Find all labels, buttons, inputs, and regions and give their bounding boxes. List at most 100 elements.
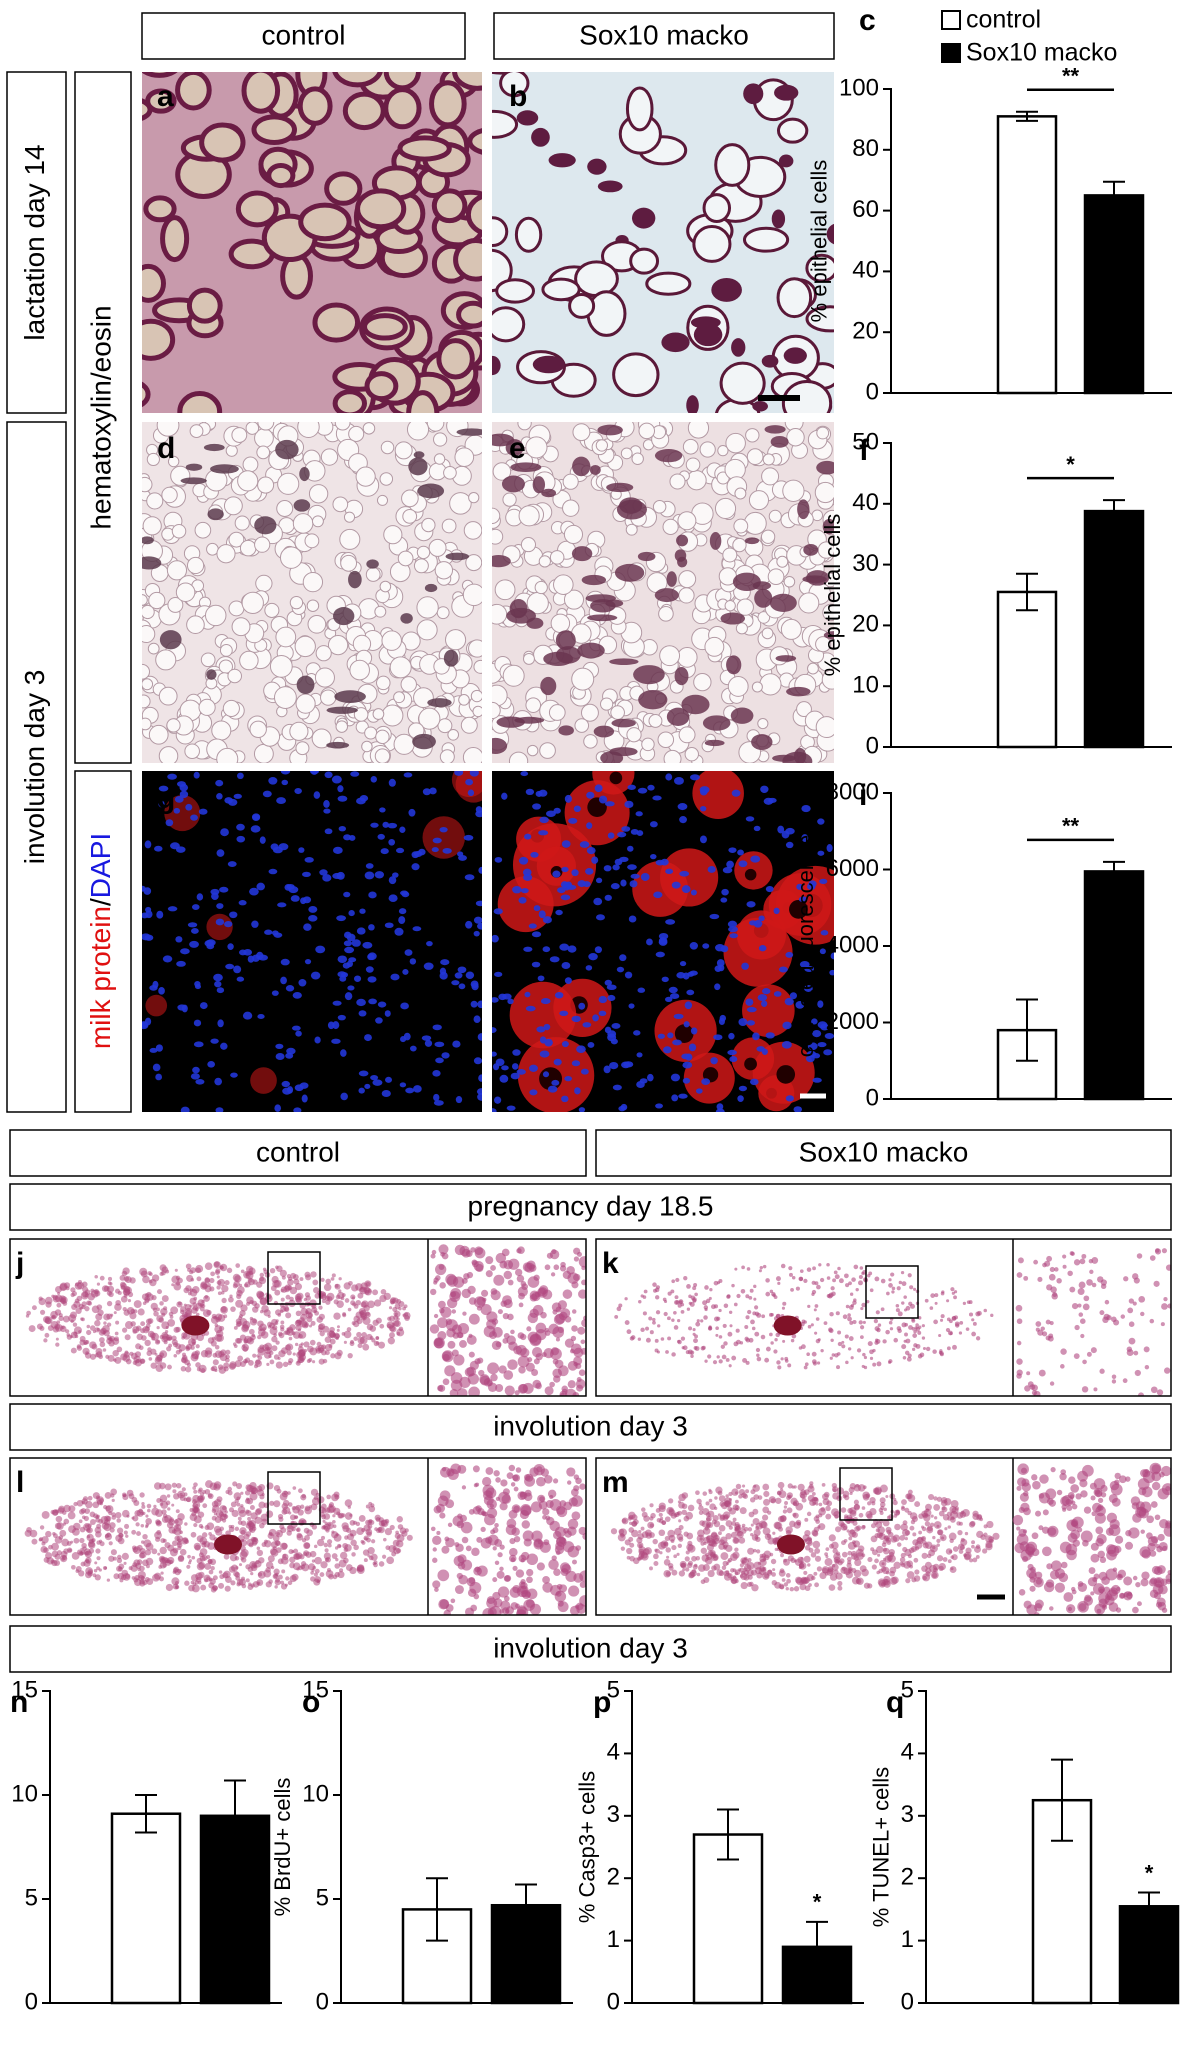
gland-tissue bbox=[328, 1344, 333, 1348]
gland-tissue bbox=[320, 1535, 326, 1540]
gland-tissue bbox=[196, 1495, 205, 1504]
gland-tissue bbox=[115, 1288, 121, 1294]
gland-tissue bbox=[106, 1322, 112, 1327]
inset-tissue bbox=[1079, 1318, 1086, 1324]
gland-tissue bbox=[84, 1550, 89, 1556]
nucleus bbox=[189, 940, 199, 948]
alveolus bbox=[142, 263, 166, 303]
nucleus bbox=[598, 995, 608, 1004]
gland-tissue bbox=[645, 1326, 650, 1331]
nucleus bbox=[470, 1000, 478, 1008]
gland-tissue bbox=[41, 1541, 46, 1546]
adipocyte bbox=[714, 497, 737, 520]
gland-tissue bbox=[777, 1281, 781, 1285]
gland-tissue bbox=[295, 1504, 302, 1511]
gland-tissue bbox=[214, 1325, 223, 1334]
adipocyte bbox=[807, 662, 819, 675]
gland-tissue bbox=[234, 1526, 240, 1532]
inset-tissue bbox=[504, 1574, 512, 1582]
inset-tissue bbox=[512, 1565, 518, 1571]
inset-tissue bbox=[1164, 1367, 1171, 1374]
epithelial-cluster bbox=[597, 424, 623, 436]
gland-tissue bbox=[44, 1332, 50, 1338]
adipocyte bbox=[814, 481, 834, 504]
inset-tissue bbox=[540, 1311, 547, 1319]
adipocyte bbox=[142, 624, 156, 644]
gland-tissue bbox=[79, 1537, 85, 1544]
gland-tissue bbox=[885, 1329, 890, 1335]
gland-tissue bbox=[239, 1318, 248, 1326]
adipocyte bbox=[189, 424, 204, 439]
nucleus bbox=[520, 771, 529, 777]
inset-tissue bbox=[463, 1273, 470, 1280]
gland-tissue bbox=[363, 1558, 368, 1563]
gland-tissue bbox=[359, 1309, 367, 1318]
epithelial-cluster bbox=[532, 476, 546, 494]
gland-tissue bbox=[790, 1287, 794, 1292]
inset-tissue bbox=[1078, 1281, 1086, 1289]
gland-tissue bbox=[273, 1573, 278, 1579]
gland-tissue bbox=[304, 1271, 311, 1278]
inset-tissue bbox=[1099, 1310, 1105, 1316]
gland-tissue bbox=[311, 1303, 317, 1309]
gland-tissue bbox=[721, 1354, 727, 1360]
gland-tissue bbox=[190, 1267, 197, 1274]
gland-tissue bbox=[218, 1366, 227, 1374]
gland-tissue bbox=[747, 1309, 752, 1315]
gland-tissue bbox=[713, 1280, 719, 1286]
gland-tissue bbox=[829, 1356, 833, 1360]
gland-tissue bbox=[121, 1270, 128, 1277]
gland-tissue bbox=[159, 1335, 164, 1339]
gland-tissue bbox=[915, 1323, 919, 1327]
alveolus bbox=[142, 381, 151, 408]
gland-tissue bbox=[760, 1334, 766, 1340]
adipocyte bbox=[223, 496, 243, 516]
gland-tissue bbox=[281, 1569, 286, 1574]
gland-tissue bbox=[229, 1553, 238, 1562]
gland-tissue bbox=[308, 1563, 316, 1571]
nucleus bbox=[637, 987, 646, 993]
inset-tissue bbox=[1144, 1364, 1150, 1370]
gland-tissue bbox=[345, 1564, 353, 1572]
adipocyte bbox=[786, 428, 805, 447]
gland-tissue bbox=[159, 1502, 164, 1506]
nucleus bbox=[454, 972, 463, 979]
inset-tissue bbox=[571, 1325, 578, 1332]
gland-tissue bbox=[204, 1563, 212, 1570]
inset-tissue bbox=[538, 1500, 548, 1510]
nucleus bbox=[388, 876, 397, 885]
adipocyte bbox=[699, 441, 716, 458]
inset-tissue bbox=[526, 1576, 533, 1584]
nucleus bbox=[553, 1058, 562, 1066]
panel-letter: e bbox=[509, 432, 526, 465]
adipocyte bbox=[462, 583, 482, 607]
inset-tissue bbox=[1026, 1371, 1031, 1376]
gland-tissue bbox=[731, 1283, 735, 1288]
gland-tissue bbox=[329, 1338, 336, 1345]
inset-tissue bbox=[1128, 1337, 1136, 1345]
gland-tissue bbox=[680, 1309, 685, 1314]
gland-tissue bbox=[75, 1307, 82, 1315]
adipocyte bbox=[492, 701, 501, 720]
nucleus bbox=[745, 816, 755, 822]
nucleus bbox=[216, 849, 225, 857]
inset-tissue bbox=[451, 1309, 457, 1314]
gland-tissue bbox=[756, 1356, 762, 1362]
nucleus bbox=[473, 916, 482, 924]
gland-tissue bbox=[861, 1302, 866, 1308]
gland-tissue bbox=[624, 1297, 628, 1301]
nucleus bbox=[215, 1107, 224, 1112]
gland-tissue bbox=[361, 1300, 369, 1308]
gland-tissue bbox=[336, 1300, 344, 1308]
adipocyte bbox=[237, 470, 259, 492]
gland-tissue bbox=[285, 1576, 290, 1581]
gland-tissue bbox=[624, 1320, 630, 1326]
nucleus bbox=[298, 979, 307, 987]
epithelial-cluster bbox=[606, 482, 634, 493]
gland-tissue bbox=[833, 1270, 838, 1275]
panel-letter: b bbox=[509, 80, 527, 113]
inset-tissue bbox=[554, 1544, 565, 1555]
nucleus bbox=[494, 856, 503, 863]
adipocyte bbox=[562, 499, 580, 517]
